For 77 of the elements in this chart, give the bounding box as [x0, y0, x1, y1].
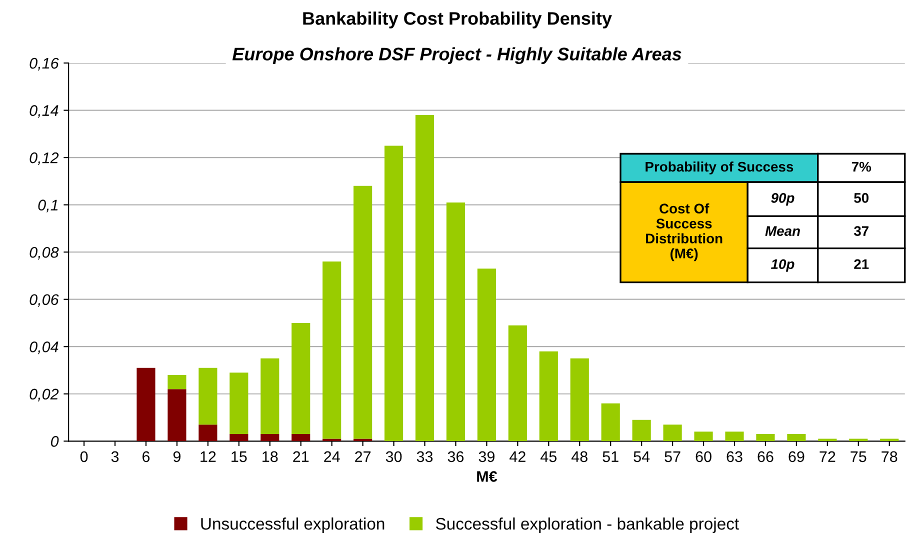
y-tick-label: 0,16	[30, 58, 59, 71]
annotation: 37	[854, 226, 868, 236]
bar	[725, 432, 744, 442]
annotation: 7%	[852, 162, 872, 172]
y-tick-label: 0,02	[30, 388, 59, 402]
chart-subtitle: Europe Onshore DSF Project - Highly Suitable Areas	[232, 47, 682, 64]
x-tick-label: 36	[448, 451, 464, 462]
bar	[354, 186, 372, 439]
bar	[384, 146, 404, 442]
y-tick-label: 0,06	[30, 294, 59, 307]
annotation: Mean	[765, 226, 800, 236]
bar	[632, 420, 651, 442]
bar	[260, 358, 280, 434]
x-tick-label: 21	[293, 451, 309, 462]
x-tick-label: 9	[173, 451, 180, 462]
y-tick-label: 0	[50, 436, 59, 447]
bar	[168, 374, 186, 390]
x-tick-label: 18	[262, 451, 278, 462]
bar	[539, 351, 558, 442]
annotation: 90p	[771, 193, 794, 206]
x-tick-label: 63	[726, 451, 742, 462]
x-tick-label: 15	[232, 451, 247, 462]
bar	[230, 372, 248, 434]
bar	[168, 389, 186, 442]
x-tick-label: 42	[510, 451, 526, 462]
bar	[322, 262, 342, 439]
bar	[136, 368, 156, 442]
y-tick-label: 0,14	[30, 105, 58, 118]
x-tick-label: 48	[571, 451, 588, 462]
annotation: 10p	[771, 259, 794, 272]
bar	[694, 432, 713, 442]
bar	[787, 434, 806, 442]
bar	[477, 268, 496, 442]
bar	[446, 202, 466, 442]
x-tick-label: 27	[355, 451, 371, 462]
legend-label: Unsuccessful exploration	[201, 517, 384, 533]
bar	[198, 424, 218, 442]
y-tick-label: 0,12	[30, 152, 59, 166]
x-tick-label: 30	[386, 451, 402, 462]
x-tick-label: 45	[540, 451, 557, 462]
x-axis-title: M€	[477, 471, 498, 482]
x-tick-label: 72	[820, 451, 836, 462]
x-tick-label: 57	[664, 451, 680, 462]
annotation: Cost Of Success Distribution (M€)	[646, 203, 722, 262]
bar	[198, 368, 218, 425]
y-tick-label: 0,08	[30, 246, 59, 260]
x-tick-label: 12	[200, 451, 216, 462]
x-tick-label: 51	[602, 451, 618, 462]
x-tick-label: 75	[850, 451, 866, 462]
bar	[663, 424, 682, 442]
x-tick-label: 60	[696, 451, 712, 462]
x-tick-label: 69	[788, 451, 804, 462]
x-tick-label: 0	[80, 451, 88, 462]
y-tick-label: 0,1	[38, 200, 58, 212]
bar	[260, 434, 280, 442]
annotation: 21	[854, 259, 869, 269]
x-tick-label: 6	[142, 451, 150, 462]
bar	[601, 403, 620, 442]
bar	[415, 115, 434, 442]
bar	[292, 322, 310, 434]
x-tick-label: 54	[634, 451, 650, 462]
bar	[292, 434, 310, 442]
x-tick-label: 78	[882, 451, 898, 462]
y-tick-label: 0,04	[30, 341, 58, 354]
legend-label: Successful exploration - bankable project	[436, 517, 739, 533]
annotation: Probability of Success	[646, 161, 794, 174]
x-tick-label: 33	[416, 451, 433, 462]
x-tick-label: 66	[758, 451, 774, 462]
bar	[756, 434, 775, 442]
x-tick-label: 24	[324, 451, 340, 462]
x-tick-label: 39	[478, 451, 494, 462]
bar	[230, 434, 248, 442]
x-tick-label: 3	[111, 451, 119, 462]
annotation: 50	[854, 193, 869, 203]
bar	[570, 358, 589, 442]
bar	[508, 325, 527, 442]
chart-title: Bankability Cost Probability Density	[303, 12, 612, 28]
